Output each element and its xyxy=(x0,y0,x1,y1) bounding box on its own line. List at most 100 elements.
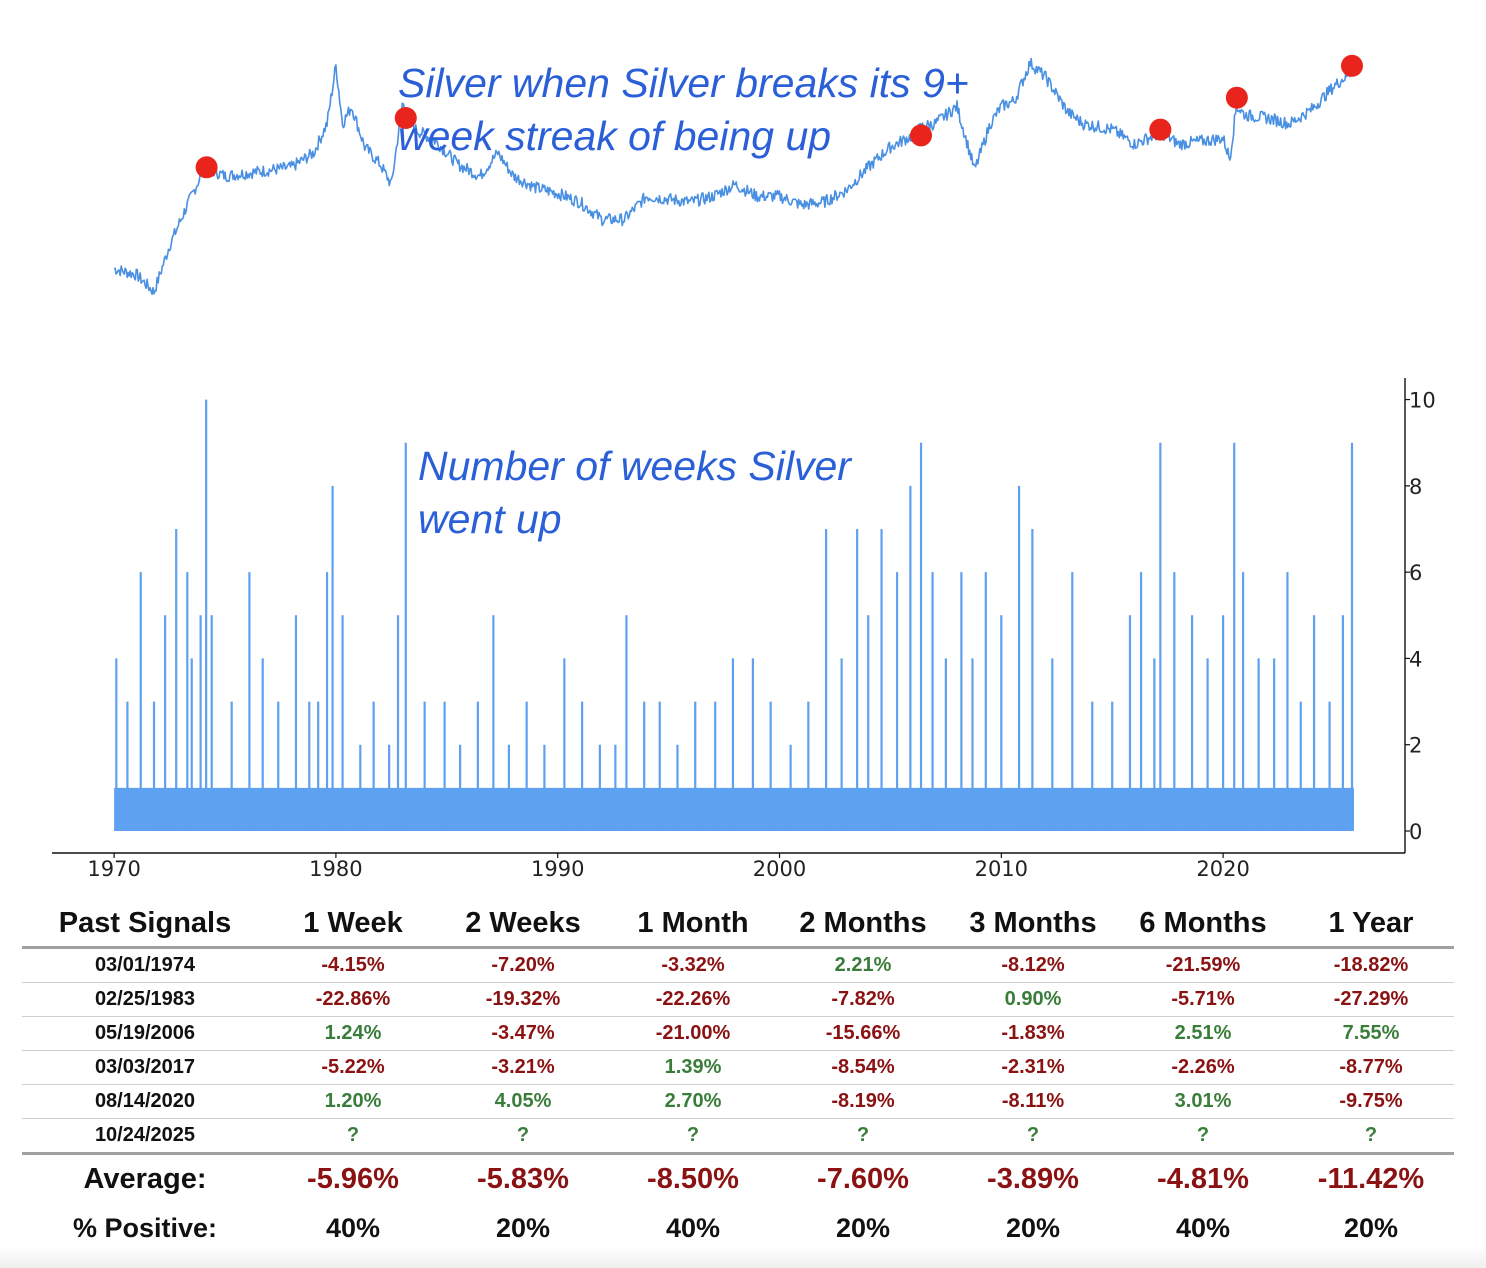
x-tick-label: 2010 xyxy=(975,857,1028,881)
average-label: Average: xyxy=(83,1162,207,1195)
price-panel: Silver when Silver breaks its 9+ week st… xyxy=(113,54,1363,296)
price-line-series xyxy=(113,57,1353,296)
signal-return: ? xyxy=(438,1118,608,1155)
signal-return: 1.24% xyxy=(268,1016,438,1051)
average-value: -7.60% xyxy=(817,1162,909,1195)
signal-return: -27.29% xyxy=(1288,982,1454,1017)
signal-date: 05/19/2006 xyxy=(22,1016,268,1051)
y-tick-label: 2 xyxy=(1409,734,1422,758)
signal-return: -21.59% xyxy=(1118,947,1288,983)
signal-return: 3.01% xyxy=(1118,1084,1288,1119)
weeks-up-baseline-band xyxy=(114,787,1354,831)
percent-positive-label: % Positive: xyxy=(72,1212,218,1243)
signal-row: 08/14/2020 1.20% 4.05% 2.70% -8.19% -8.11% 3.0… xyxy=(22,1084,1454,1119)
signal-return: 2.21% xyxy=(778,947,948,983)
signal-return: -8.54% xyxy=(778,1050,948,1085)
percent-positive-value: 20% xyxy=(1343,1212,1399,1243)
bottom-fade xyxy=(0,1246,1486,1268)
average-value: -11.42% xyxy=(1317,1162,1425,1195)
signal-return: -19.32% xyxy=(438,982,608,1017)
signal-row: 03/01/1974 -4.15% -7.20% -3.32% 2.21% -8.12% -… xyxy=(22,947,1454,983)
signal-return: ? xyxy=(1288,1118,1454,1155)
x-tick-label: 2000 xyxy=(753,857,806,881)
signal-return: -7.20% xyxy=(438,947,608,983)
signal-return: 7.55% xyxy=(1288,1016,1454,1051)
average-value: -4.81% xyxy=(1157,1162,1249,1195)
signal-return: -18.82% xyxy=(1288,947,1454,983)
price-annotation-line-1: Silver when Silver breaks its 9+ xyxy=(398,60,969,106)
signal-marker xyxy=(1340,54,1363,77)
average-value: -5.96% xyxy=(307,1162,399,1195)
percent-positive-value: 20% xyxy=(1005,1212,1061,1243)
signal-date: 03/03/2017 xyxy=(22,1050,268,1085)
signal-marker xyxy=(394,107,417,129)
signal-return: 1.39% xyxy=(608,1050,778,1085)
header-1-week: 1 Week xyxy=(268,900,438,949)
signal-date: 08/14/2020 xyxy=(22,1084,268,1119)
signal-return: -3.21% xyxy=(438,1050,608,1085)
signal-return: 4.05% xyxy=(438,1084,608,1119)
header-2-months: 2 Months xyxy=(778,900,948,949)
signal-marker xyxy=(195,156,218,179)
x-tick-label: 1980 xyxy=(309,857,362,881)
x-tick-label: 1970 xyxy=(87,857,140,881)
signal-marker xyxy=(910,124,933,147)
signal-return: -22.26% xyxy=(608,982,778,1017)
average-value: -5.83% xyxy=(477,1162,569,1195)
y-tick-label: 4 xyxy=(1409,647,1422,671)
signal-return: -15.66% xyxy=(778,1016,948,1051)
signal-marker xyxy=(1149,118,1172,141)
signal-marker xyxy=(1225,86,1248,109)
signal-row: 10/24/2025??????? xyxy=(22,1118,1454,1155)
signal-return: -3.47% xyxy=(438,1016,608,1051)
signal-return: ? xyxy=(948,1118,1118,1155)
signal-date: 03/01/1974 xyxy=(22,947,268,983)
bars-annotation-line-1: Number of weeks Silver xyxy=(418,443,853,489)
y-tick-label: 6 xyxy=(1409,561,1422,585)
y-tick-label: 10 xyxy=(1409,389,1436,413)
signal-return: ? xyxy=(608,1118,778,1155)
bars-annotation-line-2: went up xyxy=(418,496,562,542)
signal-row: 05/19/2006 1.24% -3.47% -21.00% -15.66% -1.83… xyxy=(22,1016,1454,1051)
price-annotation-line-2: week streak of being up xyxy=(398,113,831,159)
signal-return: -22.86% xyxy=(268,982,438,1017)
signal-return: -2.31% xyxy=(948,1050,1118,1085)
weeks-up-bars xyxy=(115,399,1354,831)
signal-return: 2.51% xyxy=(1118,1016,1288,1051)
signal-return: -8.12% xyxy=(948,947,1118,983)
header-1-month: 1 Month xyxy=(608,900,778,949)
signal-return: -1.83% xyxy=(948,1016,1118,1051)
header-2-weeks: 2 Weeks xyxy=(438,900,608,949)
signal-return: 1.20% xyxy=(268,1084,438,1119)
x-tick-label: 2020 xyxy=(1196,857,1249,881)
signal-return: -9.75% xyxy=(1288,1084,1454,1119)
x-tick-label: 1990 xyxy=(531,857,584,881)
percent-positive-value: 20% xyxy=(835,1212,891,1243)
percent-positive-value: 40% xyxy=(325,1212,381,1243)
percent-positive-value: 20% xyxy=(495,1212,551,1243)
y-tick-label: 8 xyxy=(1409,475,1422,499)
signal-return: ? xyxy=(268,1118,438,1155)
signal-return: 2.70% xyxy=(608,1084,778,1119)
signal-return: -5.22% xyxy=(268,1050,438,1085)
signal-date: 10/24/2025 xyxy=(22,1118,268,1155)
signal-date: 02/25/1983 xyxy=(22,982,268,1017)
header-6-months: 6 Months xyxy=(1118,900,1288,949)
weeks-up-panel: Number of weeks Silver went up 1970 1980 1… xyxy=(52,378,1436,881)
header-past-signals: Past Signals xyxy=(22,900,268,949)
silver-chart: Silver when Silver breaks its 9+ week st… xyxy=(52,54,1436,881)
signal-return: ? xyxy=(778,1118,948,1155)
price-line xyxy=(113,57,1353,296)
average-row: Average: -5.96% -5.83% -8.50% -7.60% -3.… xyxy=(22,1154,1454,1204)
signal-return: -5.71% xyxy=(1118,982,1288,1017)
header-3-months: 3 Months xyxy=(948,900,1118,949)
signal-return: -3.32% xyxy=(608,947,778,983)
y-tick-label: 0 xyxy=(1409,820,1422,844)
x-axis-ticks: 1970 1980 1990 2000 2010 2020 xyxy=(87,853,1250,881)
average-value: -8.50% xyxy=(647,1162,739,1195)
average-value: -3.89% xyxy=(987,1162,1079,1195)
signal-return: -8.11% xyxy=(948,1084,1118,1119)
past-signals-table: Past Signals 1 Week 2 Weeks 1 Month 2 Mo… xyxy=(22,900,1454,1253)
percent-positive-value: 40% xyxy=(665,1212,721,1243)
signal-return: 0.90% xyxy=(948,982,1118,1017)
